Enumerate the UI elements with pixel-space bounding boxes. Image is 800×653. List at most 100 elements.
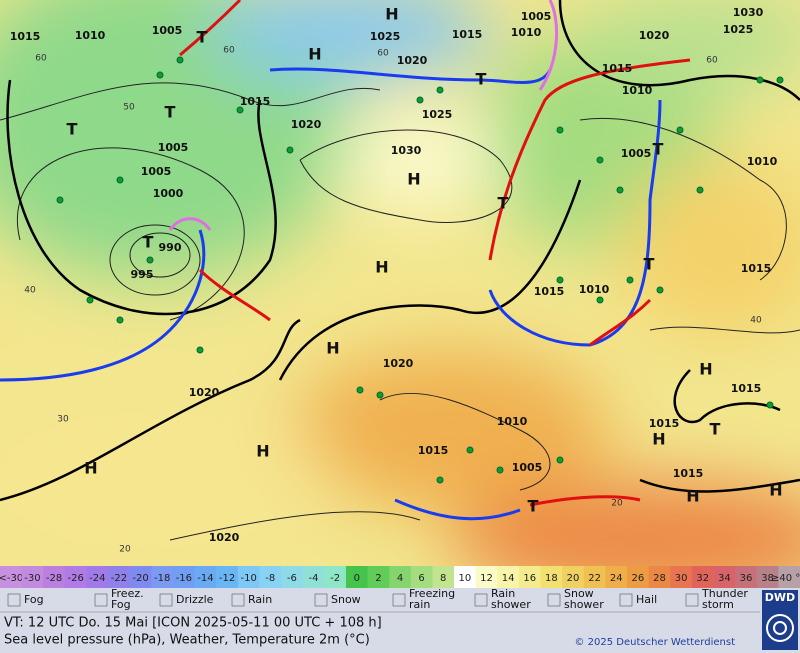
rain-symbol: [696, 186, 704, 194]
scale-cell: [670, 566, 693, 588]
isobar-label: 995: [131, 268, 154, 281]
scale-cell: [518, 566, 542, 588]
isobar-label: 1020: [209, 531, 240, 544]
legend-label: Snow: [331, 593, 361, 606]
rain-symbol: [756, 76, 764, 84]
scale-cell: [497, 566, 520, 588]
scale-cell: [735, 566, 758, 588]
copyright: © 2025 Deutscher Wetterdienst: [574, 637, 735, 648]
scale-cell: [237, 566, 260, 588]
scale-cell: [756, 566, 779, 588]
isobar-label: 1010: [747, 155, 778, 168]
temperature-label: 60: [706, 56, 718, 66]
scale-label: 8: [440, 573, 446, 584]
isobar-label: 1005: [152, 24, 183, 37]
scale-cell: [778, 566, 800, 588]
temperature-label: 20: [119, 545, 131, 555]
logo-swirl: [773, 621, 787, 635]
legend-icon: [547, 593, 561, 607]
isobar-label: 1015: [673, 467, 704, 480]
scale-label: 16: [523, 573, 536, 584]
rain-symbol: [626, 276, 634, 284]
logo-text: DWD: [765, 591, 795, 604]
isobar-label: 1015: [649, 417, 680, 430]
temperature-label: 40: [24, 286, 36, 296]
scale-cell: [324, 566, 347, 588]
isobar-label: 1005: [621, 147, 652, 160]
scale-cell: [410, 566, 433, 588]
scale-cell: [648, 566, 671, 588]
legend-label: Rain: [491, 587, 515, 600]
pressure-center: T: [528, 497, 539, 516]
rain-symbol: [416, 96, 424, 104]
isobar-label: 1005: [521, 10, 552, 23]
logo-swirl: [766, 614, 794, 642]
rain-symbol: [556, 276, 564, 284]
rain-symbol: [116, 316, 124, 324]
rain-symbol: [156, 71, 164, 79]
scale-label: -16: [176, 573, 192, 584]
scale-cell: [583, 566, 606, 588]
scale-cell: [389, 566, 412, 588]
pressure-center: H: [385, 5, 398, 24]
legend-label: rain: [409, 598, 430, 611]
scale-label: 26: [631, 573, 644, 584]
legend-label: Fog: [24, 593, 44, 606]
scale-cell: [216, 566, 239, 588]
scale-label: ≥40 °C: [771, 573, 800, 584]
scale-label: -26: [68, 573, 84, 584]
isobar-label: 990: [159, 241, 182, 254]
rain-symbol: [436, 476, 444, 484]
legend-icon: [7, 593, 21, 607]
temperature-label: 40: [750, 316, 762, 326]
legend-icon: [685, 593, 699, 607]
isobar-label: 1020: [383, 357, 414, 370]
rain-symbol: [86, 296, 94, 304]
scale-label: -20: [132, 573, 148, 584]
scale-cell: [367, 566, 390, 588]
scale-label: -12: [219, 573, 235, 584]
isobar-label: 1025: [422, 108, 453, 121]
scale-label: 34: [718, 573, 731, 584]
pressure-center: H: [308, 45, 321, 64]
isobar-label: 1000: [153, 187, 184, 200]
legend-icon: [94, 593, 108, 607]
valid-time: VT: 12 UTC Do. 15 Mai [ICON 2025-05-11 0…: [4, 616, 382, 631]
scale-label: 38: [761, 573, 774, 584]
rain-symbol: [776, 76, 784, 84]
isobar-label: 1005: [141, 165, 172, 178]
scale-cell: [432, 566, 455, 588]
scale-cell: [129, 566, 152, 588]
pressure-center: H: [407, 170, 420, 189]
legend-label: Freez.: [111, 587, 144, 600]
map-area: 1015 1010 1005 1025 1020 1015 1005 1010 1030 1025…: [0, 0, 800, 566]
scale-label: -24: [89, 573, 105, 584]
scale-cell: [0, 566, 23, 588]
rain-symbol: [376, 391, 384, 399]
legend-label: Freezing: [409, 587, 455, 600]
pressure-center: T: [653, 140, 664, 159]
isobar-label: 1010: [579, 283, 610, 296]
scale-cell: [302, 566, 325, 588]
pressure-center: T: [710, 420, 721, 439]
scale-cell: [281, 566, 304, 588]
scale-cell: [172, 566, 196, 588]
rain-symbol: [766, 401, 774, 409]
pressure-center: T: [165, 103, 176, 122]
temperature-label: 60: [35, 54, 47, 64]
temperature-label: 50: [123, 103, 135, 113]
rain-symbol: [286, 146, 294, 154]
pressure-center: T: [197, 28, 208, 47]
scale-label: -28: [46, 573, 62, 584]
legend-icon: [619, 593, 633, 607]
rain-symbol: [656, 286, 664, 294]
scale-cell: [562, 566, 585, 588]
isobar-label: 1020: [291, 118, 322, 131]
isobar-label: 1015: [731, 382, 762, 395]
isobar-label: 1010: [75, 29, 106, 42]
scale-label: 6: [418, 573, 424, 584]
isobar-label: 1015: [452, 28, 483, 41]
legend-icon: [159, 593, 173, 607]
scale-label: 0: [354, 573, 360, 584]
